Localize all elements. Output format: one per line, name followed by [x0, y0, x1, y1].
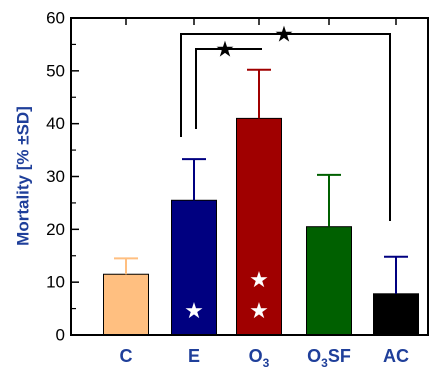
y-tick-label-0: 0: [56, 326, 65, 345]
y-tick-label-2: 20: [46, 220, 65, 239]
inbar-stars-group: ★ ★ ★: [184, 267, 269, 323]
bar-0: [103, 273, 149, 336]
bar-4: [373, 293, 419, 336]
x-tick-label-3: O3SF: [307, 346, 351, 370]
y-ticks-group: 0 10 20 30 40 50 60: [46, 9, 79, 345]
bar-3: [306, 226, 352, 336]
x-tick-label-1: E: [188, 346, 200, 366]
significance-bracket-1: [180, 33, 391, 221]
bar-1: [171, 199, 217, 336]
y-axis-title: Mortality [% ±SD]: [13, 106, 32, 246]
x-tick-label-2: O3: [249, 346, 270, 370]
y-tick-label-4: 40: [46, 114, 65, 133]
x-ticks-group: C E O3 O3SF AC: [120, 18, 409, 370]
significance-bracket-0: [195, 48, 262, 129]
errorbars-group: [114, 68, 408, 294]
inbar-star-2-0: ★: [249, 267, 269, 292]
x-tick-label-4: AC: [383, 346, 409, 366]
inbar-star-1-0: ★: [184, 298, 204, 323]
significance-brackets-group: ★★: [180, 22, 391, 221]
significance-star-0: ★: [215, 37, 235, 62]
y-tick-label-3: 30: [46, 167, 65, 186]
inbar-star-2-1: ★: [249, 298, 269, 323]
y-tick-label-6: 60: [46, 9, 65, 28]
significance-star-1: ★: [274, 22, 294, 47]
x-tick-label-0: C: [120, 346, 133, 366]
y-tick-label-1: 10: [46, 273, 65, 292]
y-tick-label-5: 50: [46, 61, 65, 80]
